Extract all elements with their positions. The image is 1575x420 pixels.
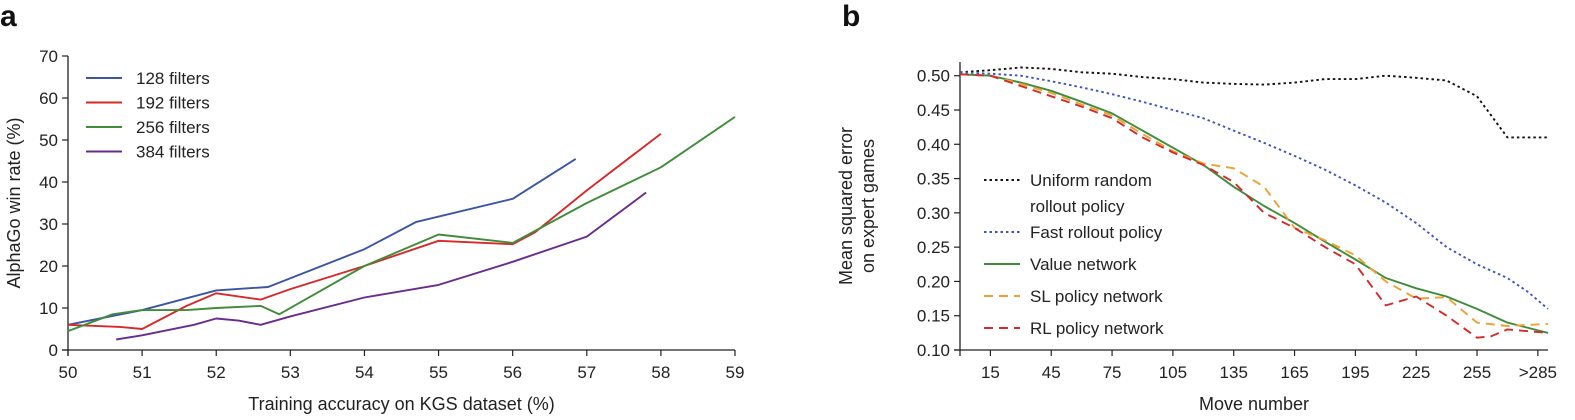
y-tick-label: 0.10	[917, 341, 950, 360]
x-tick-label: 135	[1220, 363, 1248, 382]
x-axis-label: Training accuracy on KGS dataset (%)	[248, 394, 554, 414]
x-tick-label: 53	[281, 363, 300, 382]
panel-letter-a: a	[0, 0, 17, 33]
x-tick-label: 45	[1042, 363, 1061, 382]
series-line-2	[959, 71, 1549, 310]
x-tick-label: 225	[1402, 363, 1430, 382]
x-tick-label: 52	[207, 363, 226, 382]
series-line-4	[116, 191, 647, 341]
x-tick-label: 195	[1341, 363, 1369, 382]
x-tick-label: 58	[651, 363, 670, 382]
y-tick-label: 0.40	[917, 135, 950, 154]
legend-label: Fast rollout policy	[1030, 223, 1163, 242]
y-tick-label: 70	[39, 47, 58, 66]
x-tick-label: 255	[1463, 363, 1491, 382]
legend-label: SL policy network	[1030, 287, 1163, 306]
y-tick-label: 0.45	[917, 101, 950, 120]
legend-label-line: Uniform random	[1030, 171, 1152, 190]
y-tick-label: 30	[39, 215, 58, 234]
y-tick-label: 10	[39, 299, 58, 318]
y-tick-label: 60	[39, 89, 58, 108]
x-tick-label: 59	[726, 363, 745, 382]
x-tick-label: 75	[1103, 363, 1122, 382]
legend-label-line: rollout policy	[1030, 197, 1125, 216]
x-tick-label: 15	[981, 363, 1000, 382]
x-tick-label: >285	[1519, 363, 1557, 382]
x-tick-label: 55	[429, 363, 448, 382]
y-tick-label: 0.30	[917, 204, 950, 223]
legend-label: RL policy network	[1030, 319, 1164, 338]
panel-letter-b: b	[842, 0, 860, 33]
y-axis-label: Mean squared error on expert games	[836, 127, 878, 285]
x-tick-label: 57	[577, 363, 596, 382]
x-axis-label: Move number	[1199, 394, 1309, 414]
y-axis-label-line: on expert games	[858, 139, 878, 273]
series-line-5	[959, 73, 1549, 339]
y-tick-label: 20	[39, 257, 58, 276]
x-tick-label: 165	[1280, 363, 1308, 382]
legend-label: 192 filters	[136, 94, 210, 113]
y-tick-label: 0.50	[917, 67, 950, 86]
y-tick-label: 0	[49, 341, 58, 360]
y-tick-label: 0.35	[917, 170, 950, 189]
y-axis-label-line: Mean squared error	[836, 127, 856, 285]
series-line-2	[67, 132, 662, 330]
x-tick-label: 54	[355, 363, 374, 382]
series-line-1	[67, 158, 577, 326]
y-tick-label: 50	[39, 131, 58, 150]
legend-label: 256 filters	[136, 118, 210, 137]
series-line-3	[67, 116, 736, 332]
panel-b: b 0.10 0.15 0.20 0.25 0.30 0.35 0.40 0.45 0.50 15…	[836, 0, 1557, 414]
y-tick-label: 0.15	[917, 307, 950, 326]
legend-label: Value network	[1030, 255, 1137, 274]
x-tick-label: 51	[133, 363, 152, 382]
legend-label: Uniform random rollout policy	[1030, 171, 1152, 216]
y-tick-label: 0.20	[917, 272, 950, 291]
series-line-4	[959, 73, 1549, 327]
x-tick-label: 50	[59, 363, 78, 382]
panel-a: a 0 10 20 30 40 50 60 70 50 51 52 53 54 55 56 57 58 59 Tra…	[0, 0, 744, 414]
legend-label: 384 filters	[136, 143, 210, 162]
legend-label: 128 filters	[136, 69, 210, 88]
y-tick-label: 40	[39, 173, 58, 192]
y-tick-label: 0.25	[917, 238, 950, 257]
x-tick-label: 105	[1159, 363, 1187, 382]
series-line-1	[959, 66, 1548, 139]
x-tick-label: 56	[503, 363, 522, 382]
y-axis-label: AlphaGo win rate (%)	[4, 117, 24, 288]
